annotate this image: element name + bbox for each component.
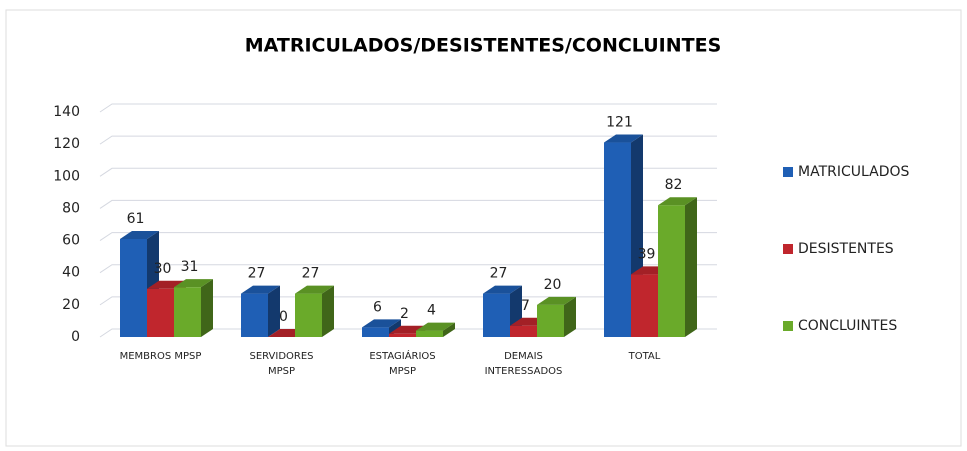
bar-side: [268, 285, 280, 337]
value-label: 31: [181, 259, 199, 275]
y-tick-label: 0: [71, 329, 80, 345]
bar-side: [201, 279, 213, 337]
bar-top: [362, 319, 401, 328]
x-tick-label: ESTAGIÁRIOS MPSP: [369, 351, 436, 377]
bar: [631, 274, 658, 337]
bar: [295, 293, 322, 337]
value-label: 7: [521, 298, 530, 314]
value-label: 61: [127, 211, 145, 227]
y-tick-label: 40: [62, 265, 80, 281]
bar: [362, 327, 389, 337]
bar-side: [322, 285, 334, 337]
y-tick-label: 80: [62, 200, 80, 216]
value-label: 0: [279, 309, 288, 325]
bar-top: [241, 285, 280, 294]
value-label: 121: [606, 115, 633, 131]
legend-label: MATRICULADOS: [798, 164, 909, 180]
value-label: 30: [154, 261, 172, 277]
bar-top: [658, 197, 697, 206]
chart-title: MATRICULADOS/DESISTENTES/CONCLUINTES: [245, 35, 722, 57]
bar: [416, 330, 443, 337]
bar-top: [416, 322, 455, 331]
grid-line: [99, 135, 717, 145]
bar-side: [685, 197, 697, 337]
grid-line: [99, 103, 717, 113]
y-tick-label: 60: [62, 233, 80, 249]
grid-line: [99, 199, 717, 209]
bar-top: [120, 230, 159, 239]
y-tick-label: 100: [53, 168, 80, 184]
bar-top: [295, 285, 334, 294]
grid-line: [99, 232, 717, 241]
legend-swatch: [783, 321, 793, 331]
grid-line: [99, 264, 717, 274]
value-label: 4: [427, 303, 436, 319]
bar: [174, 287, 201, 337]
y-tick-label: 20: [62, 297, 80, 313]
bar-top: [483, 285, 522, 294]
bar: [604, 142, 631, 337]
legend-swatch: [783, 244, 793, 254]
legend-label: CONCLUINTES: [798, 318, 897, 334]
y-tick-label: 140: [53, 104, 80, 120]
value-label: 6: [373, 299, 382, 315]
bar: [389, 333, 416, 337]
value-label: 27: [248, 266, 266, 282]
bar: [241, 293, 268, 337]
bar: [147, 288, 174, 337]
x-tick-label: DEMAIS INTERESSADOS: [484, 351, 563, 377]
x-tick-label: SERVIDORES MPSP: [249, 351, 314, 377]
x-tick-label: MEMBROS MPSP: [119, 351, 202, 362]
grid-line: [99, 167, 717, 177]
bar-top: [537, 296, 576, 305]
bar: [510, 325, 537, 337]
legend-label: DESISTENTES: [798, 241, 894, 257]
bar-top: [174, 279, 213, 288]
bar: [483, 293, 510, 337]
value-label: 82: [665, 177, 683, 193]
bar: [537, 304, 564, 337]
bar-top: [604, 134, 643, 143]
value-label: 39: [638, 246, 656, 262]
value-label: 20: [544, 277, 562, 293]
chart-frame: [5, 9, 962, 447]
bar: [120, 238, 147, 337]
bar-side: [564, 296, 576, 337]
bar: [658, 205, 685, 337]
bar-side: [443, 322, 455, 337]
value-label: 27: [302, 266, 320, 282]
legend-swatch: [783, 167, 793, 177]
y-tick-label: 120: [53, 136, 80, 152]
x-tick-label: TOTAL: [628, 351, 661, 362]
value-label: 2: [400, 306, 409, 322]
value-label: 27: [490, 266, 508, 282]
